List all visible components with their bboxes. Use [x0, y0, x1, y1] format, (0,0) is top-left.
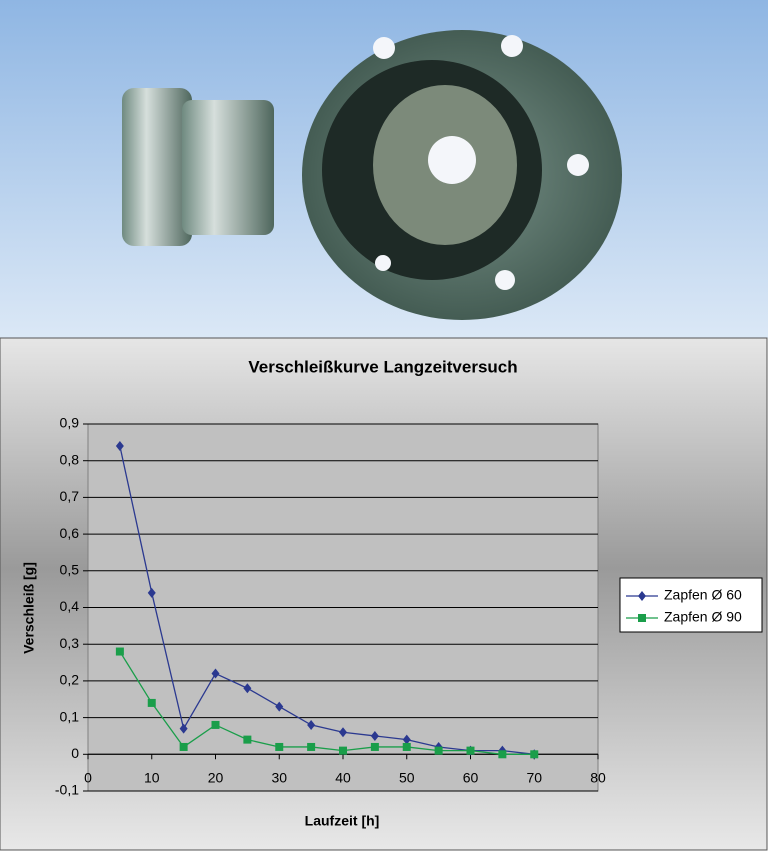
chart-title: Verschleißkurve Langzeitversuch [248, 357, 517, 376]
data-point [339, 727, 347, 738]
x-tick-label: 20 [208, 770, 224, 786]
data-point [498, 750, 507, 759]
legend-label: Zapfen Ø 60 [664, 587, 742, 603]
y-tick-label: 0,9 [60, 415, 80, 431]
y-tick-label: 0,8 [60, 451, 80, 467]
data-point [530, 750, 539, 759]
x-tick-label: 30 [271, 770, 287, 786]
legend-label: Zapfen Ø 90 [664, 609, 742, 625]
y-tick-label: 0,4 [60, 598, 80, 614]
y-tick-label: 0,1 [60, 708, 80, 724]
data-point [402, 742, 411, 751]
y-tick-label: 0,2 [60, 672, 80, 688]
data-point [115, 441, 124, 452]
series-line [119, 651, 535, 755]
data-point [434, 746, 443, 755]
data-point [179, 723, 188, 734]
x-tick-label: 60 [463, 770, 479, 786]
data-point [147, 698, 156, 707]
legend [619, 577, 763, 633]
x-tick-label: 40 [335, 770, 351, 786]
data-point [370, 742, 379, 751]
x-tick-label: 80 [590, 770, 606, 786]
data-point [275, 742, 284, 751]
x-axis-label: Laufzeit [h] [305, 813, 380, 829]
y-tick-label: -0,1 [55, 782, 79, 798]
y-axis-label: Verschleiß [g] [21, 562, 37, 654]
data-point [243, 683, 252, 694]
legend-marker [638, 591, 646, 601]
y-tick-label: 0,6 [60, 525, 80, 541]
data-point [147, 587, 156, 598]
x-tick-label: 10 [144, 770, 160, 786]
data-point [275, 701, 284, 712]
data-point [307, 742, 316, 751]
y-tick-label: 0 [71, 745, 79, 761]
x-tick-label: 0 [84, 770, 92, 786]
y-tick-label: 0,5 [60, 562, 80, 578]
data-point [211, 720, 220, 729]
data-point [211, 668, 220, 679]
data-point [339, 746, 347, 755]
data-point [243, 735, 252, 744]
y-tick-label: 0,7 [60, 488, 80, 504]
data-point [307, 719, 316, 730]
legend-marker [638, 614, 646, 622]
data-point [370, 730, 379, 741]
x-tick-label: 70 [526, 770, 542, 786]
data-point [115, 647, 124, 656]
data-point [466, 746, 475, 755]
x-tick-label: 50 [399, 770, 415, 786]
y-tick-label: 0,3 [60, 635, 80, 651]
photo-parts [122, 30, 622, 320]
data-point [179, 742, 188, 751]
data-point [402, 734, 411, 745]
